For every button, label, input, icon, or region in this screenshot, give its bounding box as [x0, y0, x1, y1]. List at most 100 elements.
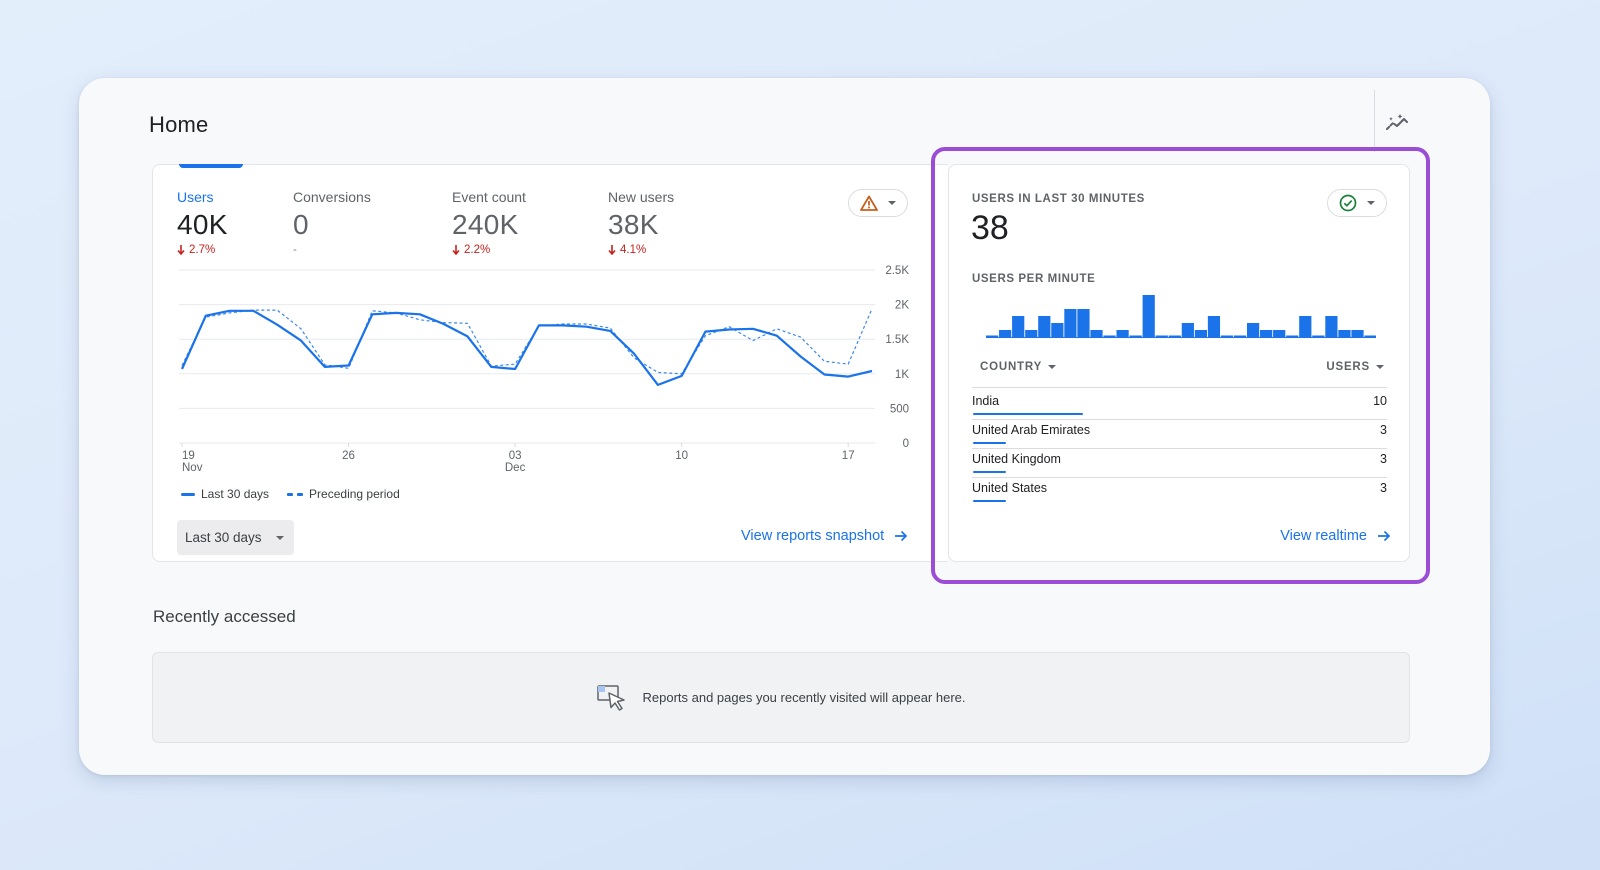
arrow-right-icon	[895, 530, 908, 542]
date-range-value: Last 30 days	[185, 530, 262, 545]
minute-bar[interactable]	[1338, 330, 1351, 337]
table-header-rule	[972, 387, 1387, 388]
chart-legend: Last 30 days Preceding period	[181, 487, 400, 501]
metric-tab-conversions[interactable]: Conversions 0 -	[293, 189, 371, 256]
realtime-status-button[interactable]	[1327, 189, 1387, 217]
arrow-down-icon	[608, 245, 616, 255]
metric-label: Event count	[452, 189, 526, 205]
metric-value: 240K	[452, 209, 519, 240]
legend-solid-swatch	[181, 492, 195, 496]
row-divider	[972, 477, 1387, 478]
minute-bar[interactable]	[1364, 335, 1376, 338]
country-share-bar	[973, 442, 1006, 444]
country-users: 3	[1380, 423, 1387, 437]
legend-current-label: Last 30 days	[201, 487, 270, 501]
y-tick-label: 1.5K	[885, 334, 909, 346]
metric-label: Conversions	[293, 189, 371, 205]
arrow-down-icon	[452, 245, 460, 255]
arrow-right-icon	[1378, 530, 1391, 542]
row-divider	[972, 419, 1387, 420]
overview-card: Users 40K 2.7% Conversions 0 - Event cou…	[152, 164, 948, 562]
data-quality-alert-button[interactable]	[848, 189, 908, 217]
warning-triangle-icon	[860, 195, 878, 211]
header-divider	[1374, 90, 1375, 152]
metric-change: 2.7%	[177, 244, 228, 256]
insights-button[interactable]	[1382, 108, 1412, 138]
minute-bar[interactable]	[1273, 330, 1286, 337]
minute-bar[interactable]	[986, 335, 999, 338]
y-tick-label: 2.5K	[885, 265, 909, 277]
analytics-home-window: Home Users 40K 2.7% Conversions 0 -	[79, 78, 1490, 775]
table-row[interactable]: India 10	[972, 390, 1387, 419]
minute-bar[interactable]	[1247, 323, 1260, 337]
metric-change: -	[293, 244, 297, 256]
minute-bar[interactable]	[1090, 330, 1103, 337]
minute-bar[interactable]	[1260, 330, 1273, 337]
minute-bar[interactable]	[1077, 309, 1090, 337]
minute-bar[interactable]	[1168, 335, 1181, 338]
country-column-header[interactable]: COUNTRY	[980, 361, 1057, 373]
minute-bar[interactable]	[1207, 316, 1221, 337]
x-tick-label: 26	[342, 450, 355, 462]
x-tick-sublabel: Nov	[182, 462, 203, 474]
minute-bar[interactable]	[999, 330, 1012, 337]
minute-bar[interactable]	[1129, 335, 1142, 338]
minute-bar[interactable]	[1299, 316, 1312, 337]
metric-tab-new-users[interactable]: New users 38K 4.1%	[608, 189, 674, 256]
table-row[interactable]: United Arab Emirates 3	[972, 419, 1387, 448]
date-range-dropdown[interactable]: Last 30 days	[177, 520, 294, 555]
minute-bar[interactable]	[1233, 335, 1247, 338]
country-name: India	[972, 394, 1000, 408]
table-row[interactable]: United States 3	[972, 477, 1387, 506]
minute-bar[interactable]	[1142, 295, 1155, 337]
minute-bar[interactable]	[1038, 316, 1051, 337]
minute-bar[interactable]	[1286, 335, 1299, 338]
country-share-bar	[973, 500, 1006, 502]
last-30-days-line	[180, 309, 873, 386]
country-users: 10	[1373, 394, 1387, 408]
users-column-header[interactable]: USERS	[1326, 361, 1384, 373]
minute-bar[interactable]	[1181, 323, 1194, 337]
minute-bar[interactable]	[1325, 316, 1338, 337]
chevron-down-icon	[1367, 201, 1375, 205]
metric-value: 40K	[177, 209, 228, 240]
x-tick-sublabel: Dec	[505, 462, 526, 474]
country-share-bar	[973, 471, 1006, 473]
minute-bar[interactable]	[1194, 330, 1207, 337]
country-name: United Kingdom	[972, 452, 1061, 466]
metric-value: 0	[293, 209, 309, 240]
legend-dashed-swatch	[287, 492, 304, 496]
minute-bar[interactable]	[1025, 330, 1038, 337]
minute-bar[interactable]	[1116, 330, 1129, 337]
metric-tab-users[interactable]: Users 40K 2.7%	[177, 189, 228, 256]
realtime-user-count: 38	[971, 209, 1009, 247]
minute-bar[interactable]	[1103, 335, 1116, 338]
metric-change: 4.1%	[608, 244, 674, 256]
auto-graph-sparkle-icon	[1386, 114, 1408, 130]
users-per-minute-bar-chart	[986, 295, 1376, 338]
minute-bar[interactable]	[1012, 316, 1025, 337]
minute-bar[interactable]	[1064, 309, 1077, 337]
minute-bar[interactable]	[1051, 323, 1064, 337]
y-tick-label: 500	[890, 403, 909, 415]
minute-bar[interactable]	[1351, 330, 1364, 337]
recently-accessed-title: Recently accessed	[153, 607, 296, 626]
page-title: Home	[149, 112, 209, 137]
check-circle-icon	[1339, 194, 1357, 212]
view-realtime-link[interactable]: View realtime	[1280, 528, 1391, 544]
table-row[interactable]: United Kingdom 3	[972, 448, 1387, 477]
minute-bar[interactable]	[1220, 335, 1234, 338]
minute-bar[interactable]	[1155, 335, 1168, 338]
metric-value: 38K	[608, 209, 659, 240]
chevron-down-icon	[1376, 365, 1384, 369]
users-per-minute-label: USERS PER MINUTE	[972, 273, 1096, 285]
view-reports-snapshot-link[interactable]: View reports snapshot	[741, 528, 908, 544]
metric-tab-event-count[interactable]: Event count 240K 2.2%	[452, 189, 526, 256]
country-name: United Arab Emirates	[972, 423, 1091, 437]
x-tick-label: 19	[182, 450, 195, 462]
minute-bar[interactable]	[1312, 335, 1325, 338]
x-tick-label: 10	[675, 450, 688, 462]
x-tick-label: 17	[842, 450, 855, 462]
country-users: 3	[1380, 452, 1387, 466]
